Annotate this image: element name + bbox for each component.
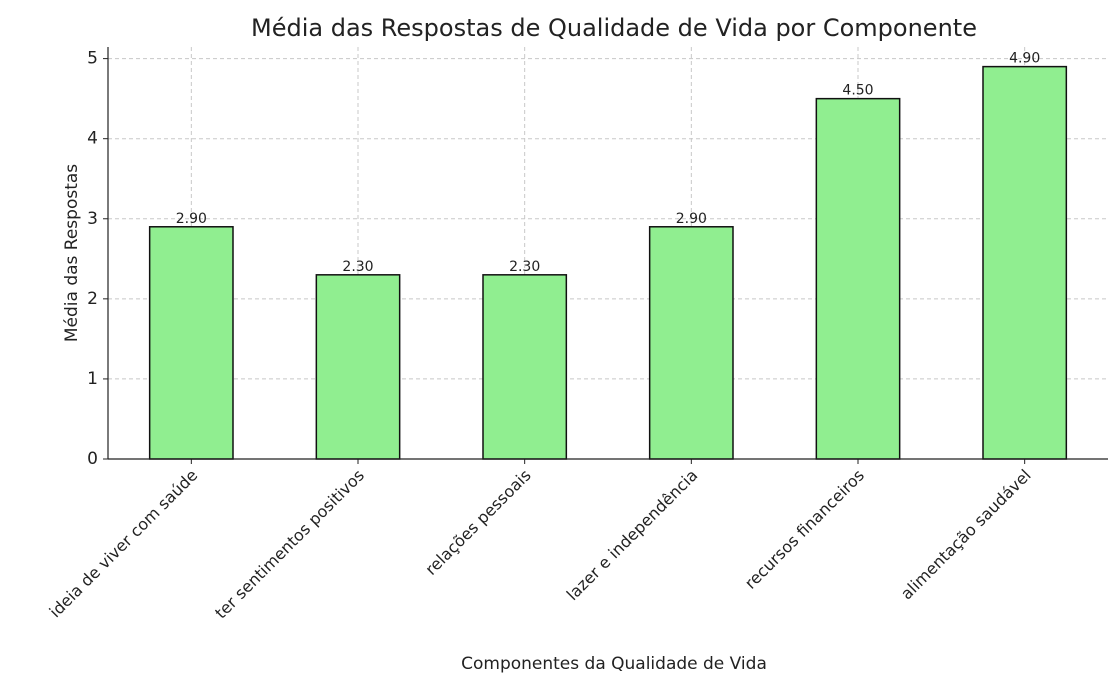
bar	[482, 274, 568, 460]
y-tick-label: 4	[87, 129, 98, 149]
bar	[648, 226, 734, 460]
y-tick-label: 2	[87, 289, 98, 309]
x-axis-label: Componentes da Qualidade de Vida	[461, 654, 767, 674]
value-label: 4.90	[1009, 51, 1040, 67]
bar	[148, 226, 234, 460]
y-axis-label: Média das Respostas	[62, 164, 82, 342]
bar	[982, 65, 1068, 460]
y-tick-label: 1	[87, 369, 98, 389]
value-label: 2.90	[676, 211, 707, 227]
x-tick-label: relações pessoais	[421, 466, 534, 579]
value-label: 2.30	[342, 259, 373, 275]
y-tick-label: 3	[87, 209, 98, 229]
bar	[315, 274, 401, 460]
x-tick-label: alimentação saudável	[897, 466, 1035, 604]
chart-title: Média das Respostas de Qualidade de Vida…	[251, 14, 977, 42]
y-tick-label: 0	[87, 449, 98, 469]
x-tick-label: ideia de viver com saúde	[46, 466, 202, 622]
value-label: 2.30	[509, 259, 540, 275]
y-tick-label: 5	[87, 49, 98, 69]
value-label: 2.90	[176, 211, 207, 227]
x-tick-label: recursos financeiros	[741, 466, 868, 593]
bar	[815, 97, 901, 460]
x-tick-label: ter sentimentos positivos	[211, 466, 368, 623]
x-tick-label: lazer e independência	[563, 466, 702, 605]
value-label: 4.50	[842, 83, 873, 99]
